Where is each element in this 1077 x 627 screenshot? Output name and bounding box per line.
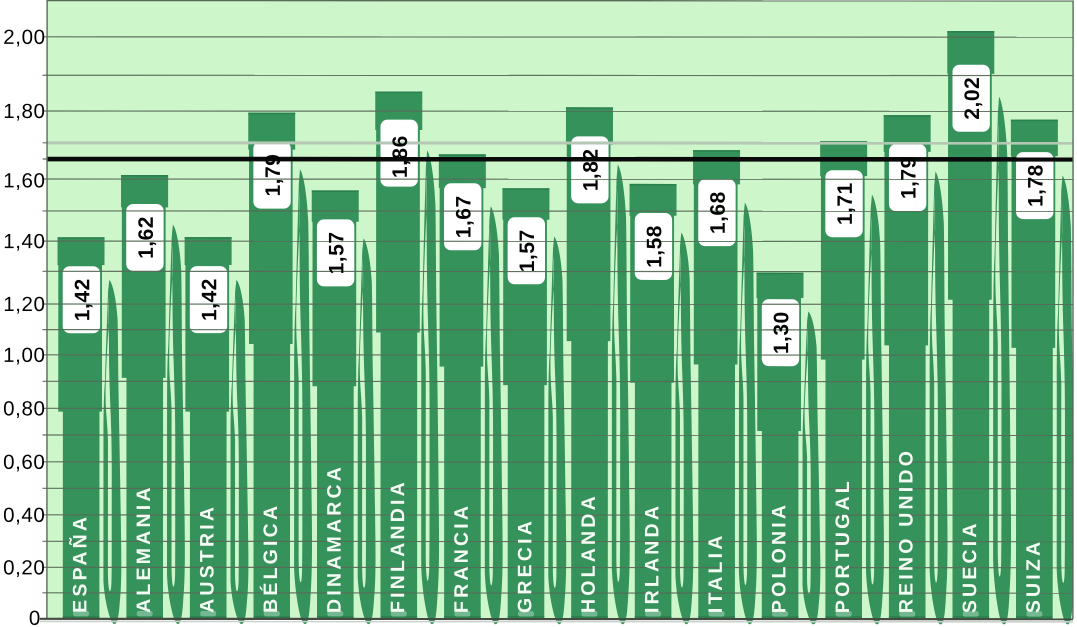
svg-text:SUIZA: SUIZA xyxy=(1023,539,1045,614)
svg-text:IRLANDA: IRLANDA xyxy=(641,503,663,613)
svg-text:1,42: 1,42 xyxy=(71,278,94,321)
svg-text:BÉLGICA: BÉLGICA xyxy=(259,503,282,613)
svg-text:0,20: 0,20 xyxy=(3,556,45,579)
svg-text:1,82: 1,82 xyxy=(580,148,603,191)
svg-text:1,79: 1,79 xyxy=(897,156,920,199)
svg-text:ESPAÑA: ESPAÑA xyxy=(68,514,91,613)
svg-text:1,42: 1,42 xyxy=(198,278,221,321)
svg-text:1,67: 1,67 xyxy=(453,195,476,238)
svg-text:2,02: 2,02 xyxy=(961,77,984,120)
svg-text:0,80: 0,80 xyxy=(3,397,45,420)
svg-text:1,57: 1,57 xyxy=(325,231,348,274)
svg-text:1,68: 1,68 xyxy=(707,191,730,234)
svg-text:ITALIA: ITALIA xyxy=(705,532,727,613)
svg-text:1,00: 1,00 xyxy=(3,344,45,367)
svg-text:SUECIA: SUECIA xyxy=(959,520,981,613)
svg-text:AUSTRIA: AUSTRIA xyxy=(196,504,218,613)
svg-text:1,86: 1,86 xyxy=(389,135,412,178)
svg-text:2,00: 2,00 xyxy=(3,26,45,49)
svg-text:1,60: 1,60 xyxy=(3,169,45,192)
svg-text:1,62: 1,62 xyxy=(135,216,158,259)
svg-text:HOLANDA: HOLANDA xyxy=(578,493,600,613)
svg-text:0,60: 0,60 xyxy=(3,451,45,474)
svg-text:1,79: 1,79 xyxy=(262,154,285,197)
svg-text:PORTUGAL: PORTUGAL xyxy=(832,478,854,613)
svg-text:1,71: 1,71 xyxy=(834,182,857,225)
svg-text:ALEMANIA: ALEMANIA xyxy=(133,484,155,613)
svg-text:1,20: 1,20 xyxy=(3,293,45,316)
svg-text:0,40: 0,40 xyxy=(3,504,45,527)
svg-text:1,58: 1,58 xyxy=(643,225,666,268)
svg-text:FINLANDIA: FINLANDIA xyxy=(387,479,409,613)
svg-text:POLONIA: POLONIA xyxy=(768,502,790,613)
svg-text:0: 0 xyxy=(29,607,41,627)
svg-text:FRANCIA: FRANCIA xyxy=(451,503,473,613)
svg-text:DINAMARCA: DINAMARCA xyxy=(324,464,346,613)
svg-text:1,40: 1,40 xyxy=(3,230,45,253)
svg-text:1,30: 1,30 xyxy=(770,311,793,354)
svg-text:1,57: 1,57 xyxy=(516,229,539,272)
svg-text:REINO UNIDO: REINO UNIDO xyxy=(895,448,917,613)
svg-text:1,78: 1,78 xyxy=(1025,164,1048,207)
svg-text:1,80: 1,80 xyxy=(3,100,45,123)
svg-text:GRECIA: GRECIA xyxy=(514,518,536,613)
